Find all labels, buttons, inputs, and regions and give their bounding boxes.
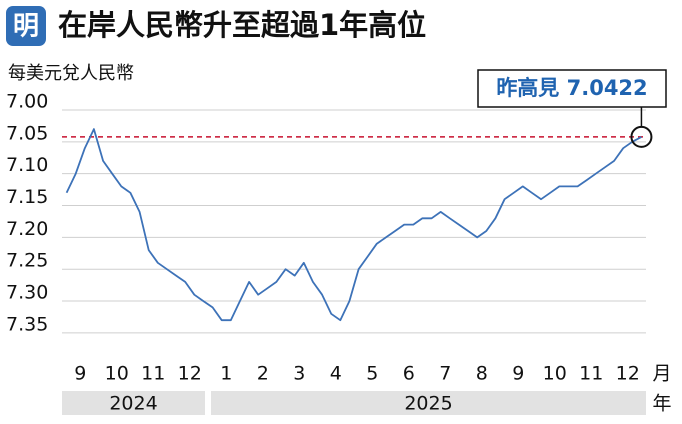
y-tick-label: 7.20 xyxy=(6,218,48,240)
annotation-box xyxy=(477,69,667,108)
x-tick-label: 4 xyxy=(330,363,342,385)
logo-box xyxy=(6,6,46,46)
y-tick-label: 7.35 xyxy=(6,313,48,335)
x-tick-label: 7 xyxy=(439,363,451,385)
x-tick-label: 12 xyxy=(616,363,640,385)
year-label: 2025 xyxy=(404,393,452,415)
year-bar xyxy=(62,391,205,415)
year-unit: 年 xyxy=(652,393,671,415)
line xyxy=(65,128,642,322)
logo: 明 xyxy=(13,12,39,42)
y-tick-label: 7.25 xyxy=(6,250,48,272)
x-tick-label: 9 xyxy=(74,363,86,385)
y-tick-label: 7.10 xyxy=(6,154,48,176)
x-tick-label: 5 xyxy=(366,363,378,385)
x-tick-label: 1 xyxy=(220,363,232,385)
year-bar xyxy=(211,391,646,415)
month-unit: 月 xyxy=(652,363,671,385)
y-tick-label: 7.30 xyxy=(6,282,48,304)
x-tick-label: 12 xyxy=(178,363,202,385)
x-tick-label: 11 xyxy=(579,363,603,385)
x-tick-label: 8 xyxy=(476,363,488,385)
y-tick-label: 7.15 xyxy=(6,186,48,208)
x-tick-label: 6 xyxy=(403,363,415,385)
x-tick-label: 10 xyxy=(105,363,129,385)
x-tick-label: 3 xyxy=(293,363,305,385)
year-label: 2024 xyxy=(109,393,157,415)
x-tick-label: 10 xyxy=(543,363,567,385)
x-tick-label: 11 xyxy=(141,363,165,385)
x-tick-label: 2 xyxy=(257,363,269,385)
x-tick-label: 9 xyxy=(512,363,524,385)
chart-title: 在岸人民幣升至超過1年高位 xyxy=(58,8,426,42)
y-tick-label: 7.00 xyxy=(6,91,48,113)
y-axis-label: 每美元兌人民幣 xyxy=(8,63,134,84)
y-tick-label: 7.05 xyxy=(6,122,48,144)
annotation: 昨高見 7.0422 xyxy=(496,76,647,100)
